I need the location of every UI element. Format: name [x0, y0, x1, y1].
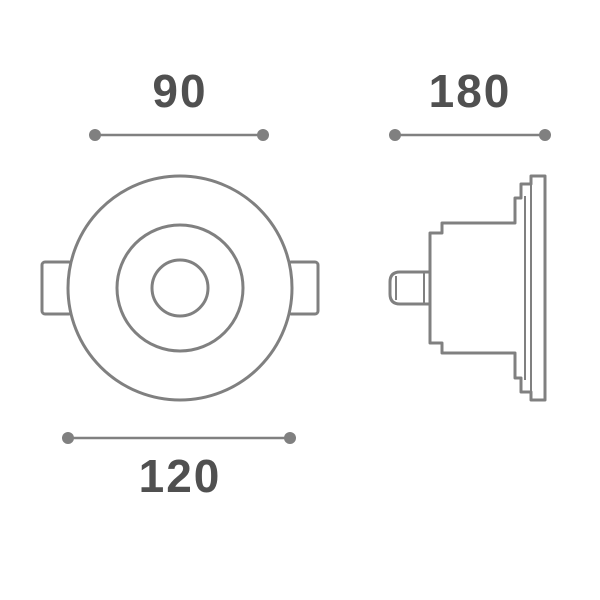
dimension-120: 120 [62, 432, 296, 502]
dimension-120-label: 120 [139, 450, 222, 502]
technical-drawing: 90 180 120 [0, 0, 600, 600]
dimension-180-label: 180 [429, 65, 512, 117]
side-profile [430, 176, 545, 400]
dimension-180: 180 [389, 65, 551, 141]
side-view [390, 176, 545, 400]
dimension-90: 90 [89, 65, 269, 141]
front-view [42, 176, 318, 400]
bezel-outer [68, 176, 292, 400]
dimension-90-label: 90 [152, 65, 207, 117]
